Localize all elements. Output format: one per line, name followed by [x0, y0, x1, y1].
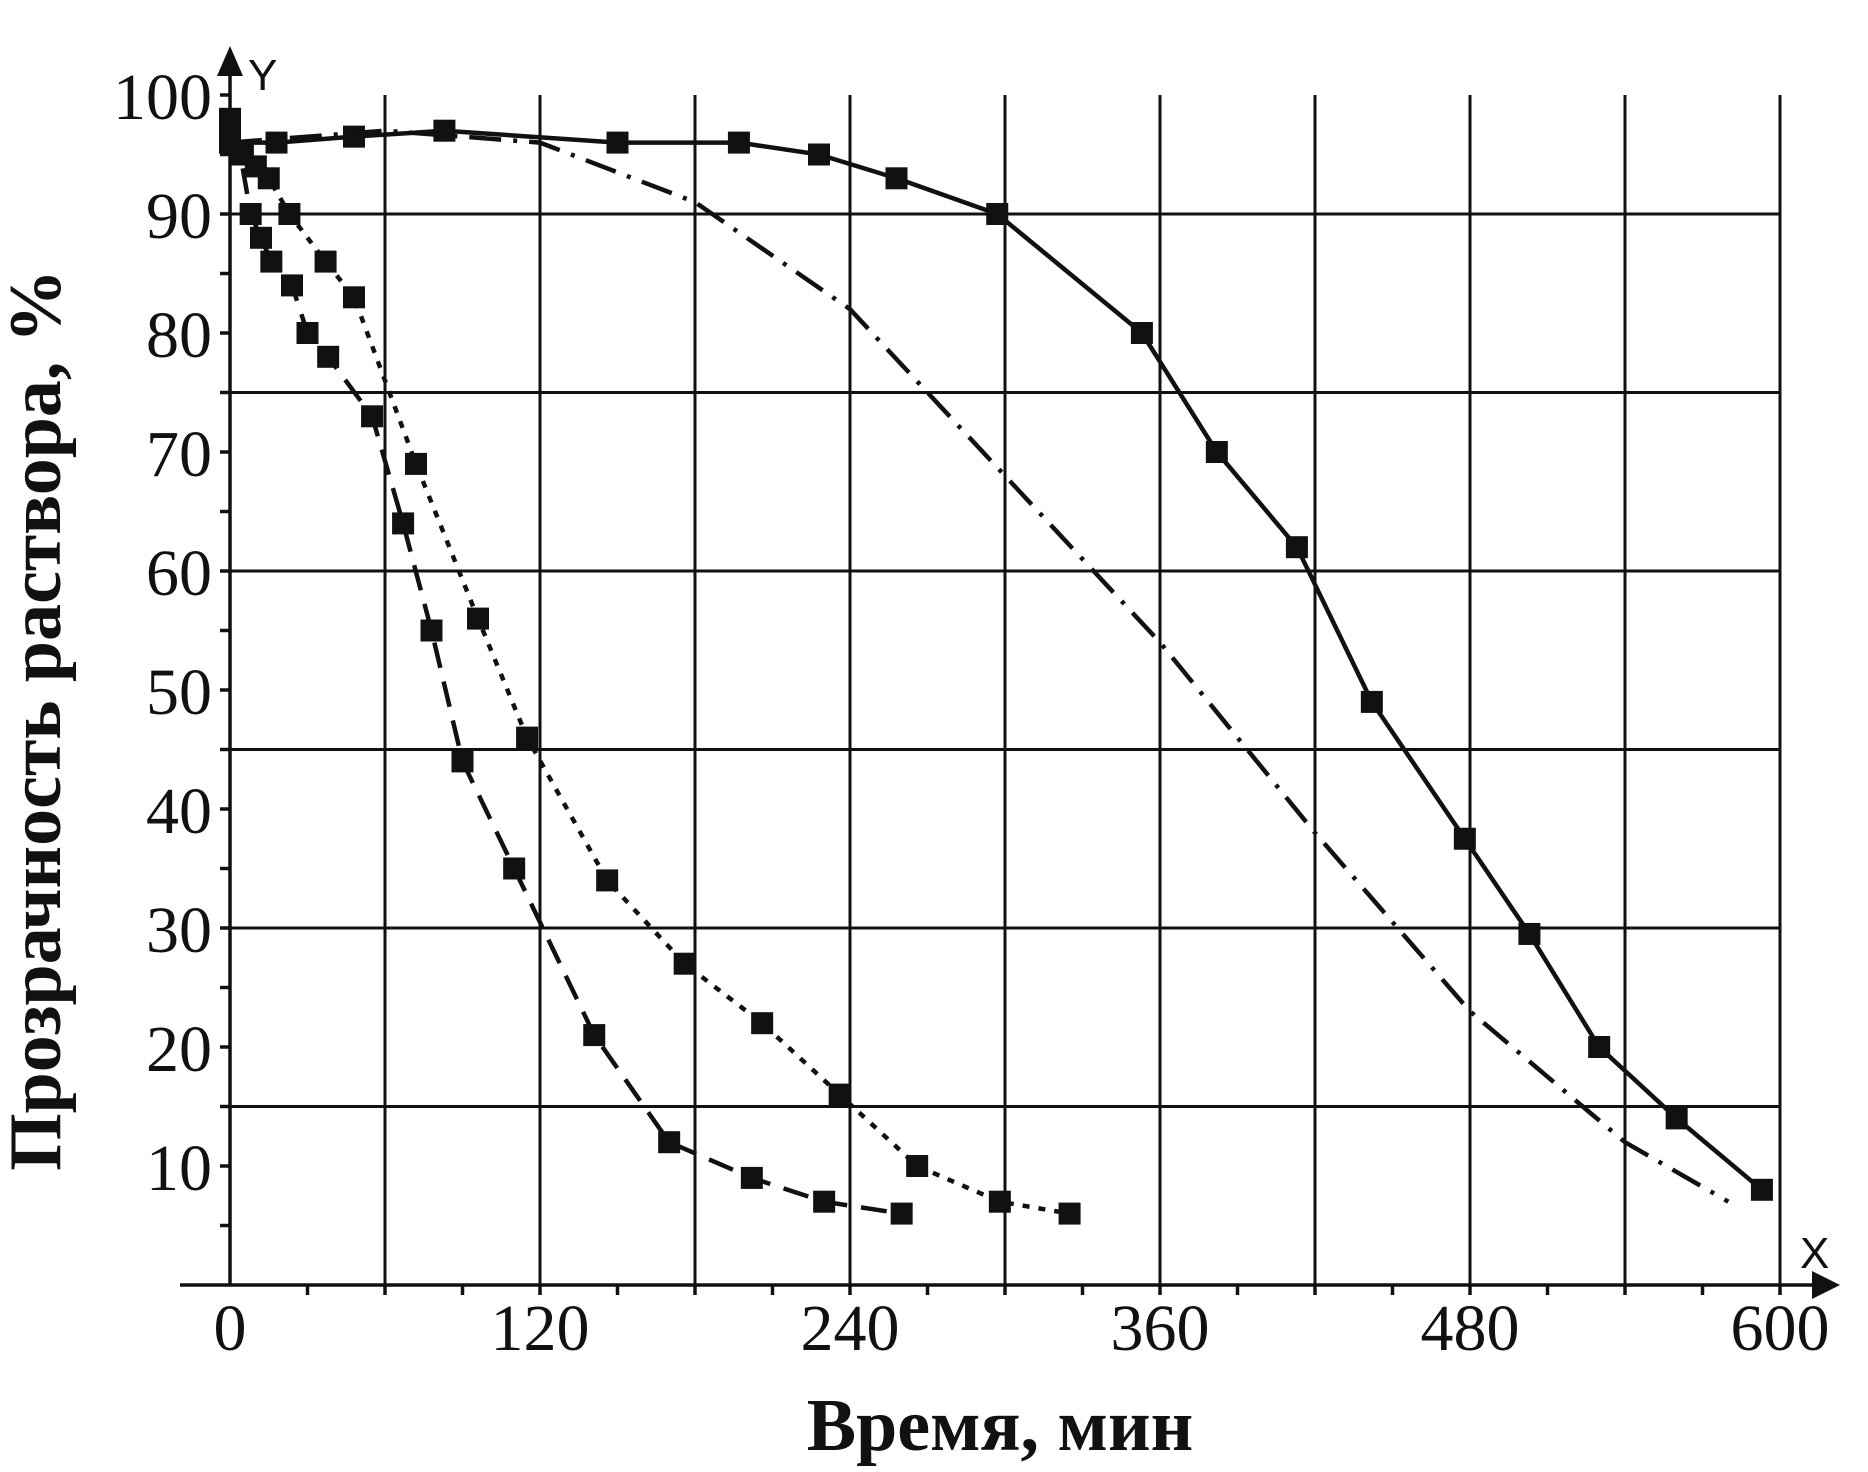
data-point-marker	[808, 143, 830, 166]
data-point-marker	[296, 322, 319, 344]
series-dashed	[219, 119, 913, 1225]
x-tick-label: 0	[214, 1292, 247, 1365]
data-point-marker	[257, 167, 280, 190]
data-point-marker	[1285, 536, 1308, 559]
data-point-marker	[1750, 1178, 1773, 1201]
data-point-marker	[314, 250, 337, 273]
series-solid	[219, 119, 1773, 1201]
data-point-marker	[1665, 1107, 1688, 1130]
data-point-marker	[890, 1202, 913, 1225]
data-point-marker	[516, 726, 539, 749]
data-point-marker	[229, 143, 252, 166]
data-point-marker	[885, 167, 908, 190]
data-point-marker	[1205, 441, 1228, 463]
data-point-marker	[343, 286, 365, 309]
y-tick-label: 10	[146, 1132, 212, 1205]
data-point-marker	[281, 274, 303, 297]
data-point-marker	[503, 857, 526, 880]
data-point-marker	[250, 226, 272, 249]
series-layer	[219, 107, 1773, 1225]
data-point-marker	[361, 405, 384, 428]
data-point-marker	[239, 203, 262, 225]
y-tick-label: 50	[146, 656, 212, 729]
data-point-marker	[1058, 1202, 1081, 1225]
data-point-marker	[596, 869, 619, 892]
data-point-marker	[658, 1131, 681, 1154]
data-point-marker	[673, 952, 696, 975]
x-tick-label: 480	[1421, 1292, 1520, 1365]
x-tick-label: 120	[491, 1292, 590, 1365]
data-point-marker	[606, 131, 629, 154]
data-point-marker	[986, 203, 1009, 225]
data-point-marker	[420, 619, 443, 642]
x-axis-title: Время, мин	[807, 1385, 1193, 1467]
y-tick-label: 100	[113, 61, 212, 134]
data-point-marker	[1518, 922, 1541, 945]
data-point-marker	[813, 1190, 836, 1213]
data-point-marker	[727, 131, 750, 154]
y-tick-label: 20	[146, 1013, 212, 1086]
y-axis-letter: Y	[248, 51, 277, 100]
data-point-marker	[219, 119, 241, 142]
series-dotted	[219, 107, 1081, 1225]
x-tick-label: 360	[1111, 1292, 1210, 1365]
x-axis-letter: X	[1800, 1229, 1829, 1278]
y-tick-label: 30	[146, 894, 212, 967]
data-point-marker	[278, 203, 301, 225]
data-point-marker	[1130, 322, 1153, 344]
data-point-marker	[1588, 1036, 1611, 1058]
data-point-marker	[467, 607, 489, 630]
series-line-dashed	[227, 129, 903, 1216]
series-line-dash-dot	[229, 128, 1730, 1204]
data-point-marker	[265, 131, 288, 154]
data-point-marker	[1453, 827, 1476, 850]
y-tick-label: 40	[146, 775, 212, 848]
series-line-solid	[230, 128, 1764, 1192]
series-line-dotted	[227, 118, 1070, 1216]
y-tick-label: 90	[146, 180, 212, 253]
x-tick-label: 240	[801, 1292, 900, 1365]
x-tick-label: 600	[1731, 1292, 1830, 1365]
label-layer: X Y 0 120 240 360 480 600 10 20 30 40 50 60 70 80 90 100 В…	[0, 51, 1830, 1467]
y-axis-title: Прозрачность раствора, %	[0, 269, 77, 1171]
y-tick-label: 80	[146, 299, 212, 372]
data-point-marker	[740, 1166, 763, 1189]
series-dash-dot	[229, 128, 1730, 1204]
x-axis-arrow	[1812, 1271, 1840, 1299]
data-point-marker	[317, 345, 340, 368]
data-point-marker	[392, 512, 415, 535]
y-tick-label: 60	[146, 537, 212, 610]
data-point-marker	[583, 1024, 606, 1047]
data-point-marker	[906, 1155, 929, 1177]
data-point-marker	[433, 119, 456, 142]
data-point-marker	[988, 1190, 1011, 1213]
data-point-marker	[828, 1083, 851, 1106]
grid-layer	[230, 95, 1782, 1285]
data-point-marker	[451, 750, 474, 773]
y-tick-label: 70	[146, 418, 212, 491]
data-point-marker	[405, 452, 427, 475]
data-point-marker	[343, 125, 365, 148]
axis-layer	[180, 46, 1840, 1299]
data-point-marker	[260, 250, 283, 273]
data-point-marker	[1360, 690, 1383, 713]
data-point-marker	[751, 1012, 774, 1035]
y-axis-arrow	[217, 46, 243, 76]
